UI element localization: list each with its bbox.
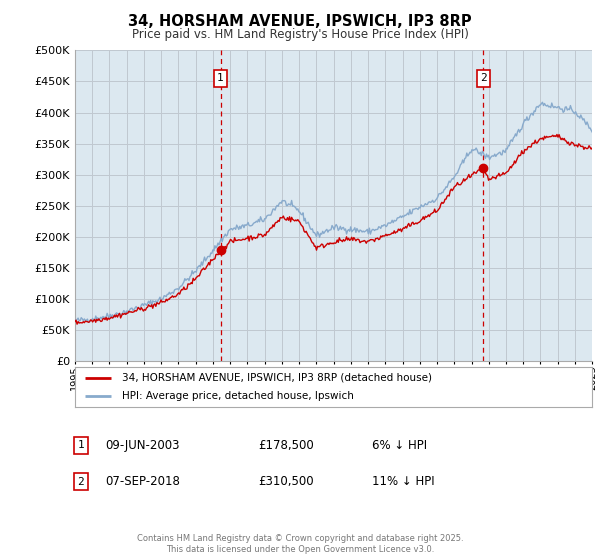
- Text: 07-SEP-2018: 07-SEP-2018: [105, 475, 180, 488]
- Text: 09-JUN-2003: 09-JUN-2003: [105, 438, 179, 452]
- Text: 6% ↓ HPI: 6% ↓ HPI: [372, 438, 427, 452]
- Text: 2: 2: [480, 73, 487, 83]
- Text: £310,500: £310,500: [258, 475, 314, 488]
- Text: Contains HM Land Registry data © Crown copyright and database right 2025.
This d: Contains HM Land Registry data © Crown c…: [137, 534, 463, 554]
- Text: 11% ↓ HPI: 11% ↓ HPI: [372, 475, 434, 488]
- Text: 2: 2: [77, 477, 85, 487]
- Text: 34, HORSHAM AVENUE, IPSWICH, IP3 8RP: 34, HORSHAM AVENUE, IPSWICH, IP3 8RP: [128, 14, 472, 29]
- Text: 1: 1: [77, 440, 85, 450]
- Text: £178,500: £178,500: [258, 438, 314, 452]
- Text: 1: 1: [217, 73, 224, 83]
- Text: Price paid vs. HM Land Registry's House Price Index (HPI): Price paid vs. HM Land Registry's House …: [131, 28, 469, 41]
- Text: HPI: Average price, detached house, Ipswich: HPI: Average price, detached house, Ipsw…: [122, 391, 353, 401]
- Text: 34, HORSHAM AVENUE, IPSWICH, IP3 8RP (detached house): 34, HORSHAM AVENUE, IPSWICH, IP3 8RP (de…: [122, 373, 431, 382]
